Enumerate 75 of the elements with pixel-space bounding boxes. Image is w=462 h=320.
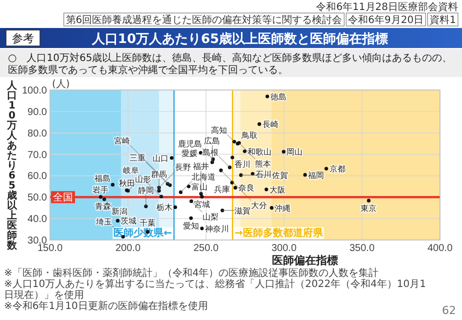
annotation: 静岡 xyxy=(138,186,154,195)
chart-title: 人口10万人あたり65歳以上医師数と医師偏在指標 xyxy=(90,32,388,47)
annotation: 和歌山 xyxy=(248,147,272,156)
annotation: 大阪 xyxy=(269,185,286,194)
text: ※人口10万人あたりを算出するに当たっては、総務省「人口推計（2022年（令和4年）10月1日現在）」を使用 xyxy=(4,278,426,301)
text: ※令和6年1月10日更新の医師偏在指標を使用 xyxy=(4,300,208,312)
annotation: 愛知 xyxy=(183,222,200,231)
annotation: 滋賀 xyxy=(234,206,250,216)
annotation: 宮城 xyxy=(194,200,210,210)
annotation: 青森 xyxy=(95,202,112,212)
y-tick-label: 70.0 xyxy=(28,150,48,161)
annotation: 茨城 xyxy=(120,216,137,226)
x-axis-title: 医師偏在指標 xyxy=(272,254,338,267)
y-tick-label: 80.0 xyxy=(28,128,48,140)
text: 人口10万人あたり65歳以上医師数 xyxy=(7,80,17,252)
annotation: 徳島 xyxy=(270,92,286,102)
annotation: 山梨 xyxy=(202,212,218,222)
annotation: 愛媛 xyxy=(182,148,198,158)
annotation: 岡山 xyxy=(286,148,303,157)
annotation: 新潟 xyxy=(111,206,128,216)
ref-line-label: →医師多数都道府県 xyxy=(234,227,324,239)
annotation: 鹿児島 xyxy=(178,140,202,149)
annotation: 高知 xyxy=(211,126,228,136)
ref-line-label: 全国 xyxy=(53,192,73,204)
text: 令和6年9月20日 xyxy=(348,14,424,26)
annotation: 福島 xyxy=(94,174,111,184)
annotation: 大分 xyxy=(250,200,267,210)
x-tick-label: 400.0 xyxy=(427,243,453,254)
text: 62 xyxy=(442,304,456,317)
text: ※「医師・歯科医師・薬剤師統計」（令和4年）の医療施設従事医師数の人数を集計 xyxy=(4,267,379,279)
annotation: 神奈川 xyxy=(204,224,229,234)
y-tick-label: 50.0 xyxy=(28,192,48,204)
text: 令和6年11月28日医療部会資料 xyxy=(316,1,458,13)
annotation: 香川 xyxy=(234,160,250,169)
annotation: 福井 xyxy=(193,162,210,172)
annotation: 沖縄 xyxy=(274,204,291,213)
annotation: 石川 xyxy=(256,170,272,179)
y-tick-label: 100.0 xyxy=(22,86,48,96)
annotation: 宮崎 xyxy=(114,136,130,146)
annotation: 長崎 xyxy=(262,120,278,130)
x-tick-label: 300.0 xyxy=(271,243,297,254)
x-tick-label: 200.0 xyxy=(115,243,141,254)
x-tick-label: 150.0 xyxy=(37,243,63,254)
y-tick-label: 40.0 xyxy=(28,214,48,226)
annotation: 兵庫 xyxy=(214,185,230,194)
annotation: 京都 xyxy=(329,164,346,174)
annotation: 北海道 xyxy=(192,172,216,182)
text: 第6回医師養成過程を通じた医師の偏在対策等に関する検討会 xyxy=(66,14,342,26)
annotation: 群馬 xyxy=(151,170,168,180)
annotation: 岐阜 xyxy=(123,166,140,175)
annotation: 鳥取 xyxy=(240,131,258,140)
annotation: 山口 xyxy=(152,154,169,163)
text: 資料1 xyxy=(430,14,456,26)
annotation: 三重 xyxy=(130,153,146,162)
text: 参考 xyxy=(12,32,34,45)
annotation: 福岡 xyxy=(308,170,324,180)
y-tick-label: 90.0 xyxy=(28,106,48,118)
x-tick-label: 250.0 xyxy=(193,243,219,254)
x-tick-label: 350.0 xyxy=(349,243,375,254)
annotation: (人) xyxy=(52,79,70,90)
y-tick-label: 60.0 xyxy=(28,171,48,182)
annotation: 秋田 xyxy=(118,178,135,188)
annotation: 広島 xyxy=(204,136,220,146)
annotation: 埼玉 xyxy=(95,217,112,226)
annotation: 山形 xyxy=(135,175,151,184)
annotation: 熊本 xyxy=(255,159,272,168)
chart-subtitle: ○ 人口10万対65歳以上医師数は、徳島、長崎、高知など医師多数県ほど多い傾向はあるものの、医師多数県であっても東京や沖縄で全国平均を下回っている。 xyxy=(8,52,452,76)
annotation: 奈良 xyxy=(238,184,254,193)
annotation: 栃木 xyxy=(156,203,172,212)
annotation: 岩手 xyxy=(92,185,109,194)
annotation: 富山 xyxy=(192,182,208,192)
annotation: 長野 xyxy=(175,163,192,172)
annotation: 東京 xyxy=(360,204,377,214)
annotation: 佐賀 xyxy=(272,171,288,180)
annotation: 千葉 xyxy=(140,218,156,228)
